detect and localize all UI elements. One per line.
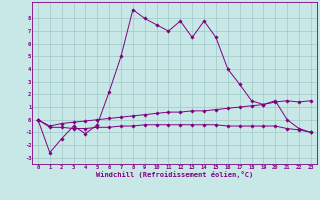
X-axis label: Windchill (Refroidissement éolien,°C): Windchill (Refroidissement éolien,°C): [96, 171, 253, 178]
